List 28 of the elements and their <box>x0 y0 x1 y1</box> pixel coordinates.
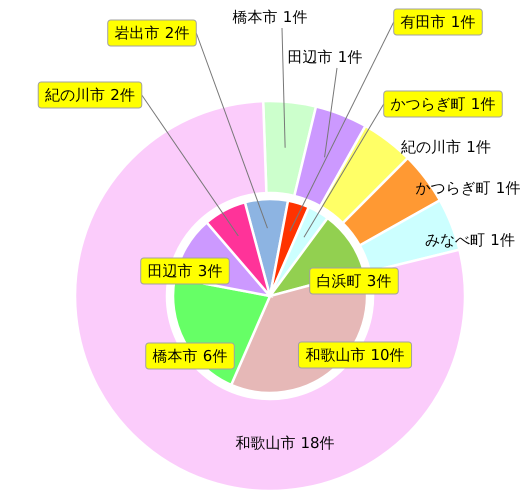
slice-label: 紀の川市 <box>401 138 462 156</box>
data-label: 1件 <box>282 8 308 26</box>
slice-label: 和歌山市 <box>305 346 366 364</box>
data-label: 1件 <box>450 13 476 31</box>
slice-label: 和歌山市 <box>235 434 296 452</box>
slice-label: みなべ町 <box>425 231 486 249</box>
data-label: 2件 <box>164 24 190 42</box>
data-label: 2件 <box>110 86 135 104</box>
slice-label: 白浜町 <box>316 272 362 290</box>
data-label: 10件 <box>370 346 405 364</box>
data-label: 6件 <box>202 347 228 365</box>
slice-label: 有田市 <box>400 13 446 31</box>
slice-label: 紀の川市 <box>45 86 106 104</box>
slice-label: 田辺市 <box>148 262 193 280</box>
data-label: 18件 <box>300 434 335 452</box>
data-label: 1件 <box>490 231 515 249</box>
slice-label: かつらぎ町 <box>416 179 491 197</box>
data-label: 3件 <box>198 262 222 280</box>
slice-label: 田辺市 <box>288 48 333 66</box>
slice-label: 橋本市 <box>232 8 278 26</box>
slice-label: 橋本市 <box>152 347 198 365</box>
data-label: 1件 <box>338 48 362 66</box>
data-label: 1件 <box>466 138 491 156</box>
data-label: 3件 <box>366 272 392 290</box>
slice-label: 岩出市 <box>114 24 160 42</box>
slice-label: かつらぎ町 <box>390 95 466 113</box>
data-label: 1件 <box>496 179 520 197</box>
data-label: 1件 <box>470 95 496 113</box>
